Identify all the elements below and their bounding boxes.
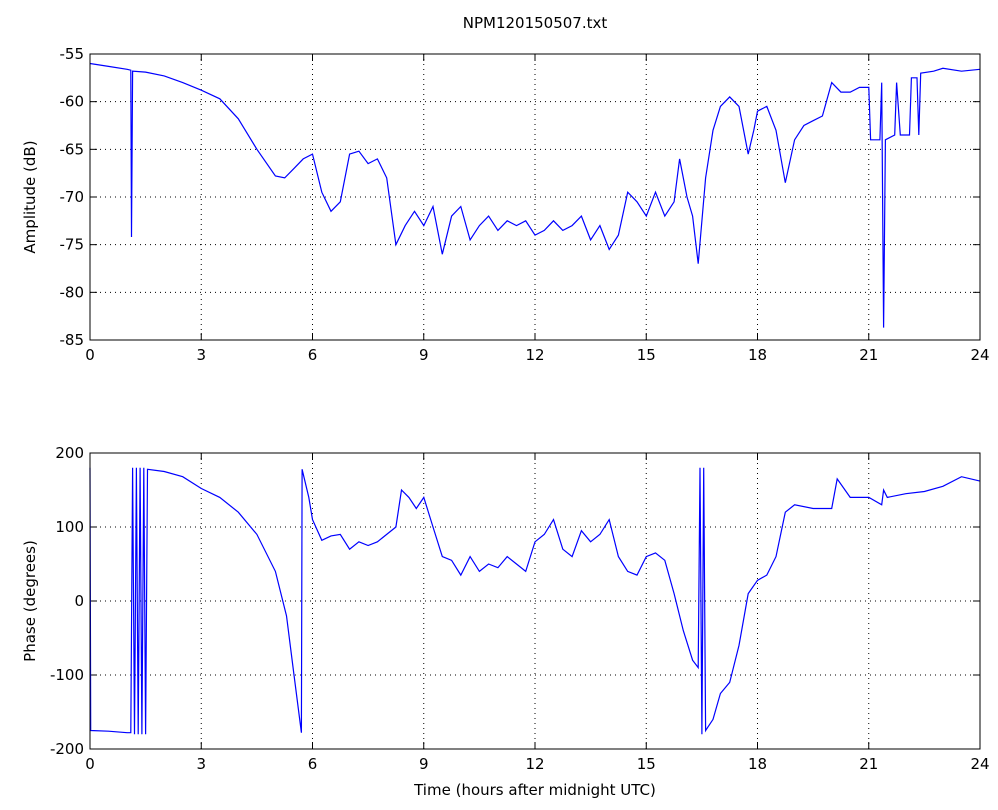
x-tick-label: 3	[196, 346, 206, 364]
x-tick-label: 3	[196, 755, 206, 773]
axes-frame	[89, 452, 981, 750]
y-tick-label: -80	[60, 283, 85, 301]
x-tick-label: 6	[308, 755, 318, 773]
x-tick-label: 9	[419, 755, 429, 773]
x-tick-label: 9	[419, 346, 429, 364]
y-tick-label: -85	[60, 331, 85, 349]
data-line	[89, 467, 981, 735]
y-axis-label: Phase (degrees)	[21, 540, 39, 662]
x-tick-label: 21	[859, 346, 878, 364]
x-tick-label: 15	[637, 755, 656, 773]
y-tick-label: -60	[60, 93, 85, 111]
x-tick-label: 15	[637, 346, 656, 364]
x-tick-label: 12	[525, 755, 544, 773]
x-tick-label: 21	[859, 755, 878, 773]
y-tick-label: -55	[60, 45, 85, 63]
y-tick-label: -100	[50, 666, 84, 684]
x-tick-label: 18	[748, 755, 767, 773]
y-tick-label: 0	[74, 592, 84, 610]
chart-title: NPM120150507.txt	[463, 14, 608, 32]
y-tick-label: 200	[55, 444, 84, 462]
y-tick-label: -200	[50, 740, 84, 758]
data-line	[89, 62, 981, 328]
axes-frame	[89, 53, 981, 341]
x-tick-label: 0	[85, 755, 95, 773]
y-axis-label: Amplitude (dB)	[21, 140, 39, 253]
y-tick-label: -75	[60, 236, 85, 254]
x-tick-label: 12	[525, 346, 544, 364]
x-axis-label: Time (hours after midnight UTC)	[413, 781, 656, 799]
y-tick-label: 100	[55, 518, 84, 536]
y-tick-label: -70	[60, 188, 85, 206]
x-tick-label: 18	[748, 346, 767, 364]
y-tick-label: -65	[60, 140, 85, 158]
x-tick-label: 0	[85, 346, 95, 364]
x-tick-label: 24	[970, 755, 989, 773]
x-tick-label: 24	[970, 346, 989, 364]
x-tick-label: 6	[308, 346, 318, 364]
